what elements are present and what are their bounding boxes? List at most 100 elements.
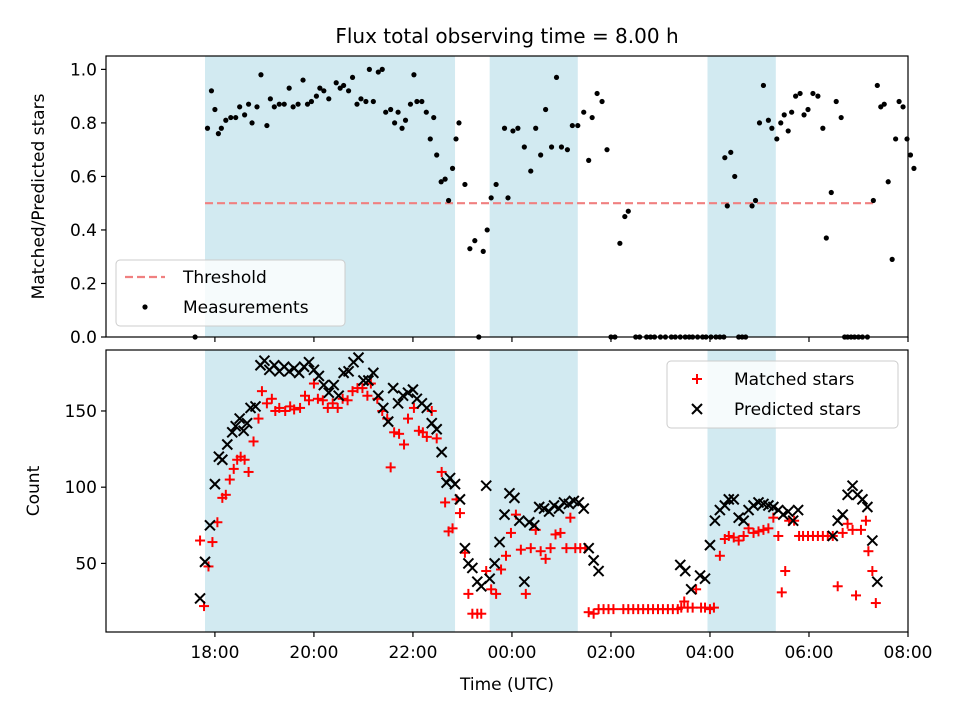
measurement-point xyxy=(233,114,239,121)
matched-star-point xyxy=(851,590,862,601)
predicted-star-point xyxy=(866,534,879,547)
observing-interval-shade xyxy=(707,56,776,337)
predicted-star-point xyxy=(392,397,404,410)
measurement-point xyxy=(904,136,910,142)
predicted-star-point xyxy=(229,420,242,432)
measurement-point xyxy=(237,104,243,110)
matched-star-point xyxy=(608,604,619,615)
matched-star-point xyxy=(280,405,291,416)
measurement-point xyxy=(501,125,508,131)
measurement-point xyxy=(599,98,605,105)
measurement-point xyxy=(317,85,323,91)
matched-star-point xyxy=(357,383,368,394)
measurement-point xyxy=(467,246,473,252)
matched-star-point xyxy=(440,497,451,508)
measurement-point xyxy=(885,179,891,185)
x-tick-label: 08:00 xyxy=(884,643,933,663)
measurement-point xyxy=(505,195,511,201)
predicted-star-point xyxy=(342,365,355,378)
measurement-point xyxy=(399,125,405,131)
predicted-star-point xyxy=(204,519,216,532)
measurement-point xyxy=(900,104,906,110)
y-tick-label: 100 xyxy=(65,478,97,498)
measurement-point xyxy=(488,195,494,201)
measurement-point xyxy=(300,77,306,83)
predicted-star-point xyxy=(221,438,233,451)
matched-star-point xyxy=(496,564,507,575)
matched-star-point xyxy=(832,581,843,592)
matched-star-point xyxy=(780,566,791,577)
predicted-star-point xyxy=(258,354,271,367)
predicted-star-point xyxy=(513,515,526,527)
measurement-point xyxy=(442,176,448,182)
matched-star-point xyxy=(870,598,881,609)
measurement-point xyxy=(445,197,452,204)
measurement-point xyxy=(341,82,347,89)
matched-star-point xyxy=(545,543,556,554)
legend-matched-swatch xyxy=(692,374,702,384)
x-tick-label: 02:00 xyxy=(586,643,635,663)
predicted-star-point xyxy=(723,493,735,506)
matched-star-point xyxy=(753,526,764,537)
predicted-star-point xyxy=(318,379,330,391)
y-tick-label: 0.6 xyxy=(70,167,97,187)
measurement-point xyxy=(722,155,728,161)
matched-star-point xyxy=(421,431,432,442)
matched-star-point xyxy=(773,530,784,541)
measurement-point xyxy=(379,66,385,72)
matched-star-point xyxy=(332,402,343,413)
matched-star-point xyxy=(863,546,874,557)
matched-star-point xyxy=(748,527,759,538)
matched-star-point xyxy=(723,530,734,541)
matched-star-point xyxy=(207,537,218,548)
measurement-point xyxy=(801,112,807,118)
matched-star-point xyxy=(317,395,328,406)
y-tick-label: 1.0 xyxy=(70,60,97,80)
measurement-point xyxy=(480,248,486,254)
measurement-point xyxy=(366,66,372,72)
predicted-star-point xyxy=(421,402,433,414)
predicted-star-point xyxy=(454,493,466,506)
matched-star-point xyxy=(385,462,396,473)
measurement-point xyxy=(528,168,534,174)
measurement-point xyxy=(223,117,229,123)
measurement-point xyxy=(392,120,398,126)
measurement-point xyxy=(558,144,565,150)
matched-star-point xyxy=(501,550,512,561)
matched-star-point xyxy=(691,584,702,595)
matched-star-point xyxy=(588,608,599,619)
measurement-point xyxy=(267,96,273,102)
matched-star-point xyxy=(256,386,267,397)
matched-star-point xyxy=(362,390,373,401)
measurement-point xyxy=(345,88,352,94)
matched-star-point xyxy=(525,543,536,554)
matched-star-point xyxy=(583,607,594,618)
count-legend: Matched stars Predicted stars xyxy=(666,360,899,429)
measurement-point xyxy=(823,235,829,241)
matched-star-point xyxy=(426,405,437,416)
measurement-point xyxy=(553,74,560,81)
measurement-point xyxy=(797,90,803,97)
ratio-y-axis-label: Matched/Predicted stars xyxy=(29,93,49,299)
predicted-star-point xyxy=(387,382,399,394)
measurement-point xyxy=(889,256,895,262)
measurement-point xyxy=(313,93,320,99)
predicted-star-point xyxy=(233,412,246,425)
measurement-point xyxy=(752,197,759,204)
measurement-point xyxy=(375,69,381,75)
measurement-point xyxy=(732,173,738,180)
ratio-panel: 0.0 0.2 0.4 0.6 0.8 1.0 Matched/Predicted sta… xyxy=(29,55,917,348)
matched-star-point xyxy=(289,404,300,415)
measurement-point xyxy=(254,104,260,110)
predicted-star-point xyxy=(332,390,345,402)
matched-star-point xyxy=(486,584,497,595)
predicted-star-point xyxy=(352,351,365,364)
predicted-star-point xyxy=(323,386,335,399)
matched-star-point xyxy=(389,427,400,438)
chart-title: Flux total observing time = 8.00 h xyxy=(335,24,678,48)
matched-star-point xyxy=(687,602,698,613)
count-panel: 18:00 20:00 22:00 00:00 02:00 04:00 06:00 08:00… xyxy=(24,349,933,695)
matched-star-point xyxy=(847,524,858,535)
measurement-point xyxy=(538,152,544,158)
measurement-point xyxy=(793,93,799,99)
